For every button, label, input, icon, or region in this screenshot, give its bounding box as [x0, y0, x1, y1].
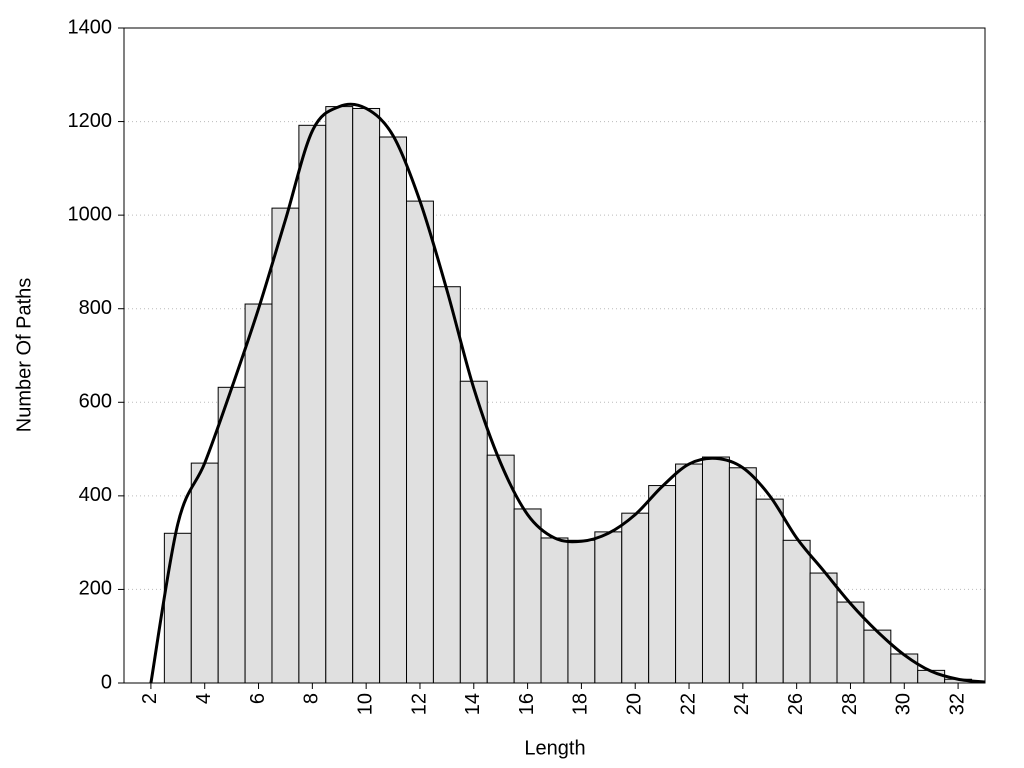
bar — [782, 539, 811, 684]
bar — [459, 380, 488, 684]
y-tick-label: 800 — [79, 297, 112, 319]
x-tick-label: 22 — [677, 693, 699, 715]
bar — [379, 136, 408, 684]
bar — [271, 207, 300, 684]
x-tick-label: 8 — [301, 693, 323, 704]
bar — [540, 537, 569, 684]
x-tick-label: 24 — [731, 693, 753, 715]
x-tick-label: 26 — [785, 693, 807, 715]
bar — [432, 286, 461, 684]
bar — [217, 386, 246, 684]
y-tick-label: 600 — [79, 391, 112, 413]
x-axis-label: Length — [524, 737, 585, 759]
x-tick-label: 2 — [139, 693, 161, 704]
y-tick-label: 1000 — [68, 203, 113, 225]
bar — [621, 512, 650, 684]
bar — [755, 498, 784, 684]
bar — [594, 531, 623, 684]
x-tick-label: 14 — [462, 693, 484, 715]
x-tick-label: 18 — [570, 693, 592, 715]
bar — [890, 653, 919, 684]
bar — [728, 467, 757, 684]
y-tick-label: 200 — [79, 578, 112, 600]
bar — [190, 462, 219, 684]
bar — [163, 532, 192, 684]
x-tick-label: 4 — [193, 693, 215, 704]
bar — [298, 124, 327, 684]
bar — [675, 463, 703, 684]
y-tick-label: 0 — [101, 671, 112, 693]
bar — [486, 454, 515, 684]
bar — [567, 539, 596, 684]
plot-frame — [123, 27, 986, 684]
bar — [701, 456, 730, 684]
bar — [352, 107, 381, 684]
y-tick-label: 1400 — [68, 16, 113, 38]
y-axis-label: Number Of Paths — [13, 278, 35, 433]
bar — [809, 572, 838, 684]
bar — [648, 485, 677, 684]
bar — [863, 629, 892, 684]
x-tick-label: 32 — [946, 693, 968, 715]
bar — [836, 601, 865, 684]
x-tick-label: 10 — [354, 693, 376, 715]
x-tick-label: 28 — [839, 693, 861, 715]
x-tick-label: 16 — [516, 693, 538, 715]
y-tick-label: 400 — [79, 484, 112, 506]
bar — [513, 508, 542, 684]
x-tick-label: 6 — [247, 693, 269, 704]
x-tick-label: 12 — [408, 693, 430, 715]
x-tick-label: 20 — [624, 693, 646, 715]
y-tick-label: 1200 — [68, 110, 113, 132]
bar — [406, 200, 434, 684]
x-tick-label: 30 — [893, 693, 915, 715]
bar — [325, 106, 354, 684]
density-line — [149, 102, 986, 684]
bar — [244, 303, 273, 684]
